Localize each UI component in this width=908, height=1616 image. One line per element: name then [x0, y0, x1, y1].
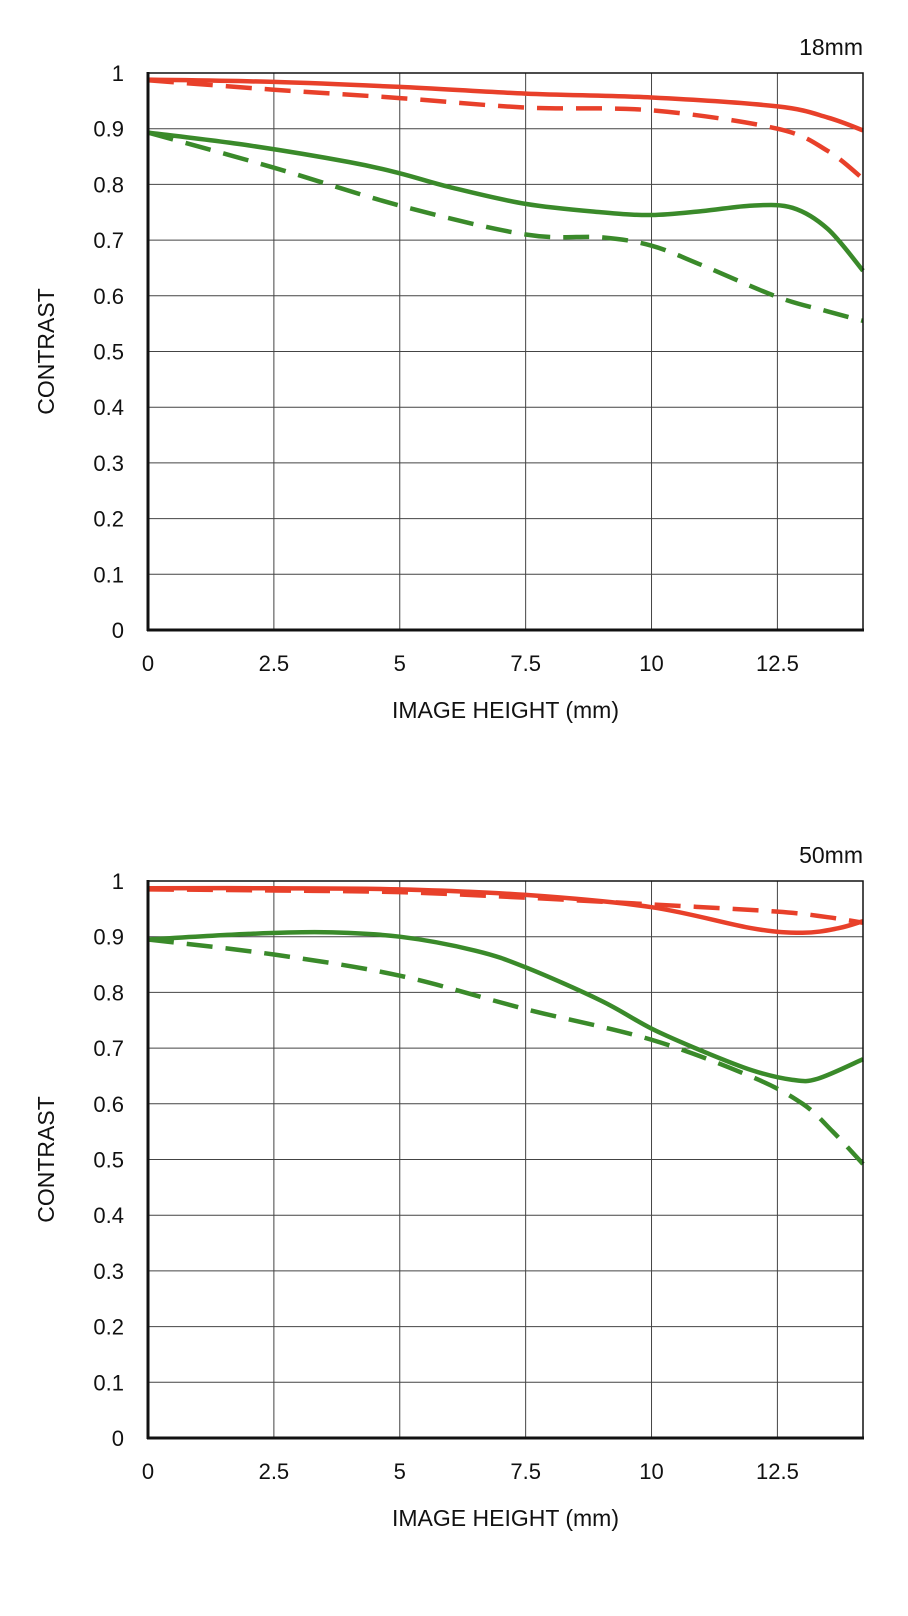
- y-tick-label: 0.1: [93, 562, 124, 587]
- x-tick-label: 0: [142, 651, 154, 676]
- x-tick-label: 5: [394, 651, 406, 676]
- y-tick-label: 0.4: [93, 395, 124, 420]
- x-axis-label: IMAGE HEIGHT (mm): [392, 1505, 619, 1531]
- y-tick-label: 0.9: [93, 117, 124, 142]
- series-line-2: [147, 929, 864, 1084]
- series-line-1: [147, 77, 865, 181]
- series-line-1: [147, 887, 864, 925]
- x-tick-label: 7.5: [510, 1459, 541, 1484]
- y-tick-label: 0.2: [93, 507, 124, 532]
- y-tick-label: 0.6: [93, 284, 124, 309]
- y-tick-label: 0.1: [93, 1370, 124, 1395]
- x-tick-label: 12.5: [756, 651, 799, 676]
- y-tick-label: 0.2: [93, 1315, 124, 1340]
- mtf-chart-50mm: 0 0.1 0.2 0.3 0.4 0.5 0.6 0.7 0.8 0.9 1 0 2.5 5 7.5 10 1…: [0, 808, 908, 1616]
- chart-svg: 00.10.20.30.40.50.60.70.80.910 2.5 5 7.5 10 1…: [33, 842, 865, 1531]
- series-line-0: [147, 77, 864, 133]
- y-tick-label: 1: [112, 61, 124, 86]
- chart-svg: 00.10.20.30.40.50.60.70.80.910 2.5 5 7.5 10 1…: [33, 34, 865, 723]
- x-tick-label: 5: [394, 1459, 406, 1484]
- y-tick-label: 0.3: [93, 1259, 124, 1284]
- series-line-3: [147, 130, 864, 324]
- series-line-3: [147, 937, 865, 1166]
- y-axis-label: CONTRAST: [33, 1096, 59, 1223]
- y-tick-label: 0.8: [93, 172, 124, 197]
- y-tick-label: 1: [112, 869, 124, 894]
- y-tick-label: 0.4: [93, 1203, 124, 1228]
- series-line-2: [147, 130, 865, 273]
- chart-title: 50mm: [799, 842, 863, 868]
- y-tick-label: 0.3: [93, 451, 124, 476]
- y-tick-label: 0.5: [93, 340, 124, 365]
- x-tick-label: 0: [142, 1459, 154, 1484]
- x-tick-label: 12.5: [756, 1459, 799, 1484]
- y-tick-label: 0.7: [93, 228, 124, 253]
- x-tick-label: 2.5: [259, 651, 290, 676]
- y-tick-label: 0.9: [93, 925, 124, 950]
- mtf-chart-18mm: 0 0.1 0.2 0.3 0.4 0.5 0.6 0.7 0.8 0.9 1 0 2.5 5 7.5 10 1…: [33, 34, 865, 723]
- y-tick-label: 0: [112, 618, 124, 643]
- x-axis-label: IMAGE HEIGHT (mm): [392, 697, 619, 723]
- chart-title: 18mm: [799, 34, 863, 60]
- x-tick-label: 2.5: [259, 1459, 290, 1484]
- y-tick-label: 0.6: [93, 1092, 124, 1117]
- x-tick-label: 10: [639, 651, 663, 676]
- y-tick-label: 0.5: [93, 1148, 124, 1173]
- x-tick-label: 10: [639, 1459, 663, 1484]
- y-tick-label: 0: [112, 1426, 124, 1451]
- y-tick-label: 0.7: [93, 1036, 124, 1061]
- y-axis-label: CONTRAST: [33, 288, 59, 415]
- x-tick-label: 7.5: [510, 651, 541, 676]
- y-tick-label: 0.8: [93, 980, 124, 1005]
